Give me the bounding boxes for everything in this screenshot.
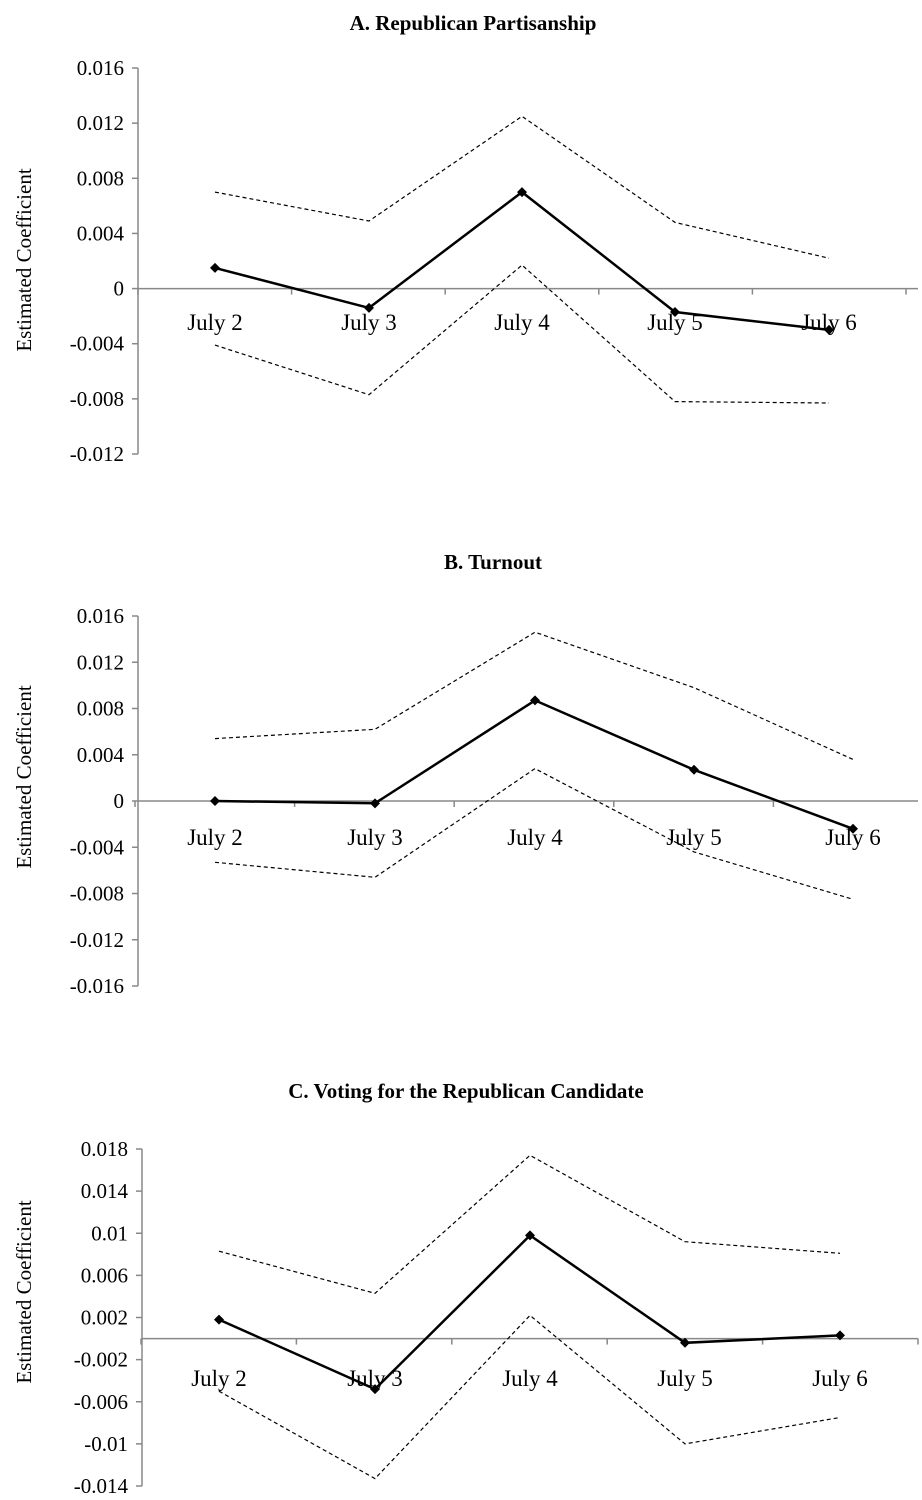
estimate-point xyxy=(210,262,220,273)
y-tick-label: 0.004 xyxy=(77,221,125,245)
x-tick-label: July 4 xyxy=(507,825,563,850)
panel-c-title: C. Voting for the Republican Candidate xyxy=(288,1079,644,1103)
x-tick-label: July 2 xyxy=(187,825,243,850)
y-tick-label: 0.016 xyxy=(77,56,124,80)
y-tick-label: -0.004 xyxy=(70,332,125,356)
y-tick-label: -0.008 xyxy=(70,387,124,411)
y-tick-label: -0.016 xyxy=(70,974,124,998)
lower-ci-line xyxy=(214,767,854,900)
estimate-point xyxy=(364,302,374,313)
lower-ci-line xyxy=(218,1314,841,1480)
panel-c: C. Voting for the Republican Candidate E… xyxy=(12,1079,919,1498)
estimate-point xyxy=(530,695,540,706)
estimate-point xyxy=(525,1230,535,1241)
y-tick-label: 0.004 xyxy=(77,743,125,767)
y-tick-label: 0.018 xyxy=(81,1137,128,1161)
panel-c-plot: 0.018 0.014 0.01 0.006 0.002 -0.002 -0.006 -0.0… xyxy=(74,1137,919,1498)
estimate-point xyxy=(848,823,858,834)
y-tick-label: 0.008 xyxy=(77,697,124,721)
x-tick-label: July 4 xyxy=(502,1366,558,1391)
panel-b-title: B. Turnout xyxy=(444,550,542,574)
y-tick-label: -0.012 xyxy=(70,928,124,952)
estimate-point xyxy=(370,798,380,809)
x-tick-label: July 4 xyxy=(494,310,550,335)
estimate-point xyxy=(670,307,680,318)
x-tick-label: July 3 xyxy=(347,825,403,850)
x-tick-label: July 2 xyxy=(187,310,243,335)
y-tick-label: -0.004 xyxy=(70,835,125,859)
y-tick-label: -0.002 xyxy=(74,1348,128,1372)
upper-ci-line xyxy=(214,631,854,760)
estimate-point xyxy=(835,1330,845,1341)
y-tick-label: 0.014 xyxy=(81,1179,129,1203)
y-tick-label: 0 xyxy=(114,789,125,813)
panel-b: B. Turnout Estimated Coefficient 0.0160.… xyxy=(12,550,918,998)
estimate-line xyxy=(214,698,854,830)
estimate-point xyxy=(517,187,527,198)
estimate-point xyxy=(824,324,834,335)
lower-ci-line xyxy=(214,264,830,404)
y-tick-label: 0.006 xyxy=(81,1263,128,1287)
x-tick-label: July 3 xyxy=(341,310,397,335)
y-tick-label: -0.012 xyxy=(70,442,124,466)
y-tick-label: 0.01 xyxy=(91,1221,128,1245)
estimate-point xyxy=(214,1314,224,1325)
estimate-point xyxy=(689,764,699,775)
panel-a-plot: 0.016 0.012 0.008 0.004 0 -0.004 -0.008 -0.012 J… xyxy=(70,56,918,466)
x-tick-label: July 5 xyxy=(657,1366,713,1391)
panel-c-ylabel: Estimated Coefficient xyxy=(12,1200,36,1383)
y-tick-label: 0.016 xyxy=(77,604,124,628)
y-tick-label: 0.012 xyxy=(77,111,124,135)
panel-a-title: A. Republican Partisanship xyxy=(350,11,597,35)
y-tick-label: 0.008 xyxy=(77,166,124,190)
y-tick-label: -0.014 xyxy=(74,1474,129,1498)
panel-b-plot: 0.016 0.012 0.008 0.004 0 -0.004 -0.008 -0.012 -… xyxy=(70,604,918,998)
y-tick-label: -0.006 xyxy=(74,1390,128,1414)
panel-b-ylabel: Estimated Coefficient xyxy=(12,685,36,868)
y-tick-label: -0.008 xyxy=(70,882,124,906)
estimate-point xyxy=(680,1337,690,1348)
x-tick-label: July 5 xyxy=(666,825,722,850)
y-tick-label: 0 xyxy=(114,277,125,301)
x-tick-label: July 6 xyxy=(812,1366,868,1391)
panel-a-ylabel: Estimated Coefficient xyxy=(12,168,36,351)
y-tick-label: -0.01 xyxy=(84,1432,128,1456)
y-tick-label: 0.002 xyxy=(81,1306,128,1330)
upper-ci-line xyxy=(218,1154,841,1294)
x-tick-label: July 2 xyxy=(191,1366,247,1391)
panel-a: A. Republican Partisanship Estimated Coe… xyxy=(12,11,918,466)
estimate-point xyxy=(210,796,220,806)
y-tick-label: 0.012 xyxy=(77,650,124,674)
estimate-point xyxy=(370,1384,380,1395)
